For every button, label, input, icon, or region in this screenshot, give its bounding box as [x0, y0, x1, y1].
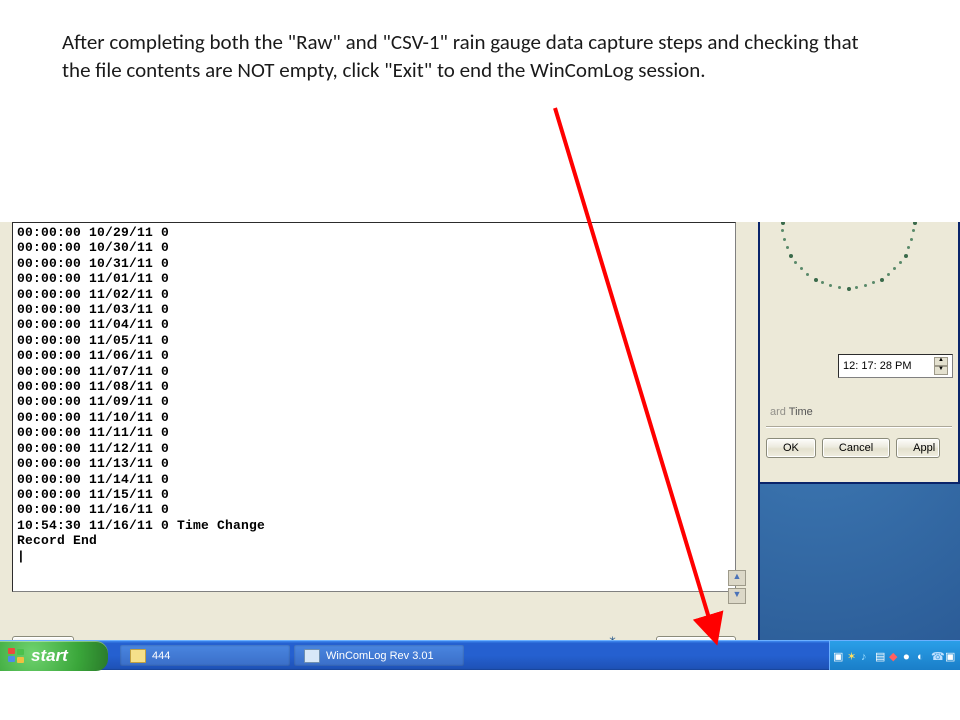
- log-text: 00:00:00 10/29/11 0 00:00:00 10/30/11 0 …: [13, 223, 735, 566]
- analog-clock: [768, 222, 948, 342]
- windows-logo-icon: [8, 648, 26, 664]
- task-label-1: 444: [152, 650, 170, 662]
- tray-icon[interactable]: ●: [903, 650, 915, 662]
- wincomlog-window: 00:00:00 10/29/11 0 00:00:00 10/30/11 0 …: [0, 222, 760, 670]
- system-tray[interactable]: ▣ ✶ ♪ ▤ ◆ ● ◐ ☎ ▣: [829, 641, 960, 670]
- tray-icon[interactable]: ▣: [833, 650, 845, 662]
- ok-button[interactable]: OK: [766, 438, 816, 458]
- taskbar: start 444 WinComLog Rev 3.01 ▣ ✶ ♪ ▤ ◆ ●…: [0, 640, 960, 670]
- tray-icon[interactable]: ◆: [889, 650, 901, 662]
- instruction-text: After completing both the "Raw" and "CSV…: [62, 28, 882, 85]
- tray-icon[interactable]: ◐: [917, 650, 929, 662]
- desktop-background: 12: 17: 28 PM ▲▼ Time OK Cancel Appl 00:…: [0, 222, 960, 670]
- time-spinner[interactable]: 12: 17: 28 PM ▲▼: [838, 354, 953, 378]
- timezone-label-clipped: Time: [770, 406, 813, 418]
- task-label-2: WinComLog Rev 3.01: [326, 650, 434, 662]
- app-icon: [304, 649, 320, 663]
- datetime-dialog: 12: 17: 28 PM ▲▼ Time OK Cancel Appl: [760, 222, 960, 484]
- scroll-down-icon[interactable]: ▼: [728, 588, 746, 604]
- start-label: start: [31, 646, 68, 666]
- log-output-panel[interactable]: 00:00:00 10/29/11 0 00:00:00 10/30/11 0 …: [12, 222, 736, 592]
- apply-button[interactable]: Appl: [896, 438, 940, 458]
- time-value: 12: 17: 28 PM: [843, 360, 912, 372]
- time-spin-buttons[interactable]: ▲▼: [934, 357, 948, 375]
- start-button[interactable]: start: [0, 641, 108, 671]
- cancel-button[interactable]: Cancel: [822, 438, 890, 458]
- taskbar-item-wincomlog[interactable]: WinComLog Rev 3.01: [294, 645, 464, 666]
- scroll-up-icon[interactable]: ▲: [728, 570, 746, 586]
- folder-icon: [130, 649, 146, 663]
- tray-icon[interactable]: ▣: [945, 650, 957, 662]
- tray-icon[interactable]: ✶: [847, 650, 859, 662]
- tray-icon[interactable]: ♪: [861, 650, 873, 662]
- taskbar-item-folder[interactable]: 444: [120, 645, 290, 666]
- scroll-buttons[interactable]: ▲ ▼: [728, 570, 744, 606]
- tray-icon[interactable]: ☎: [931, 650, 943, 662]
- tray-icon[interactable]: ▤: [875, 650, 887, 662]
